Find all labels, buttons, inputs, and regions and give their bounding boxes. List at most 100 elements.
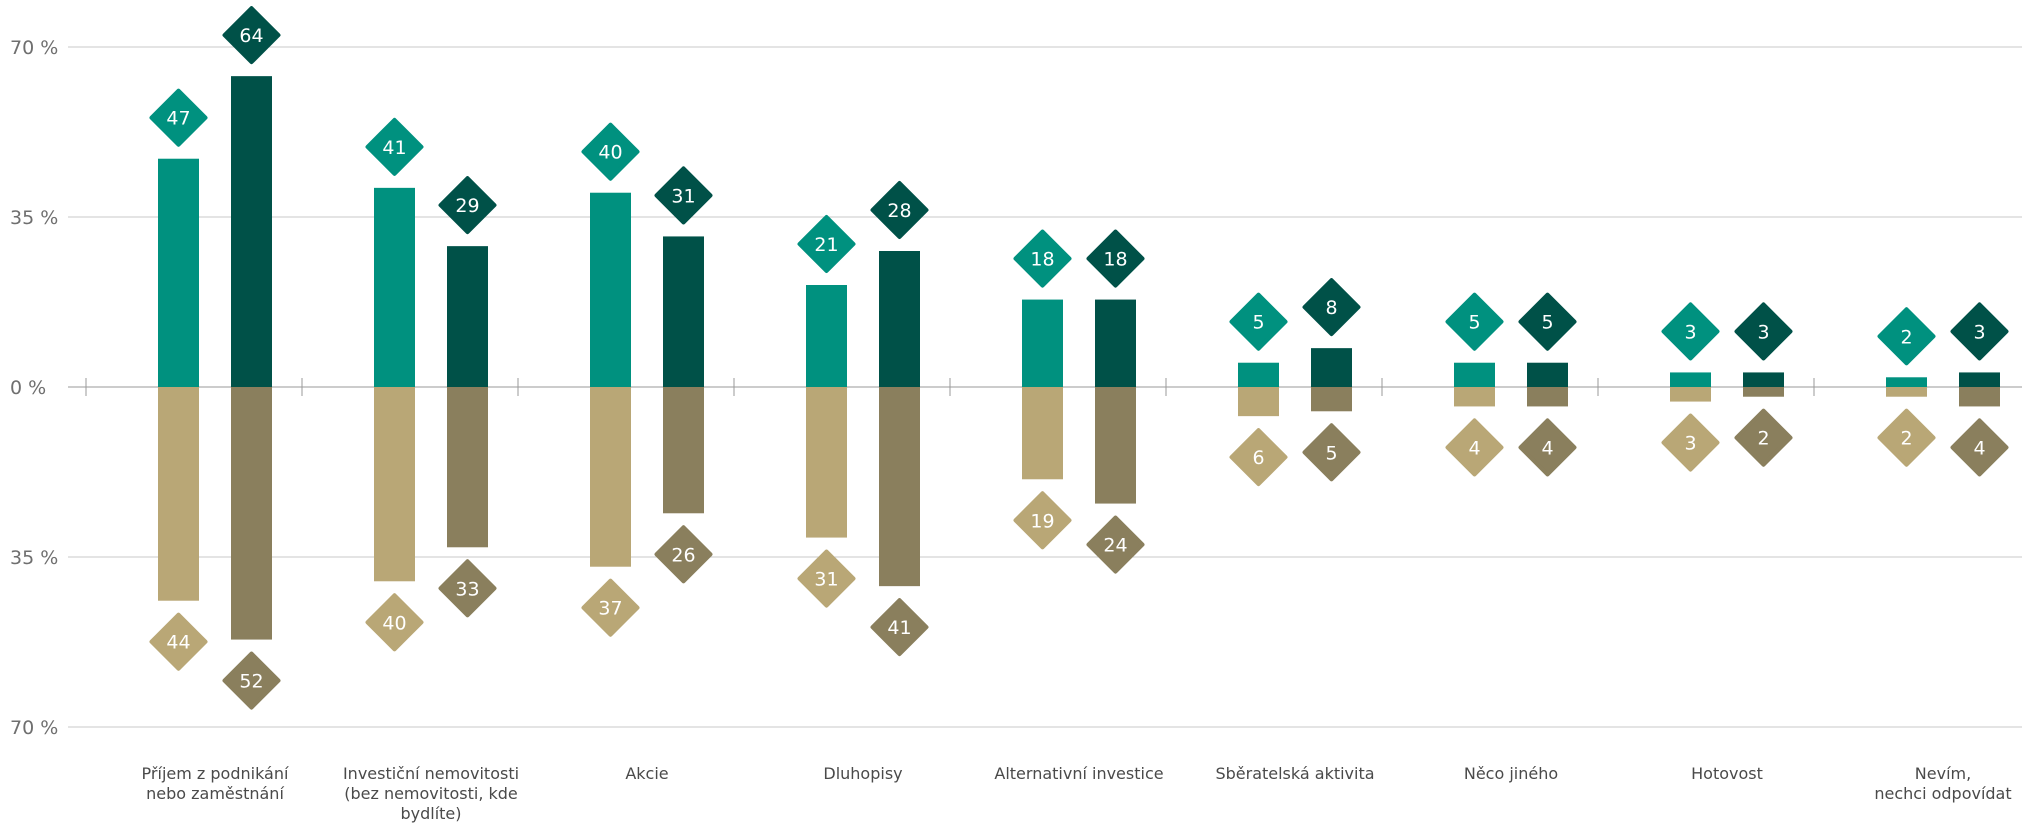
data-label: 5 — [1325, 442, 1337, 464]
data-label: 31 — [814, 569, 838, 591]
x-tick-label: Příjem z podnikání nebo zaměstnání — [142, 764, 289, 803]
data-label: 2 — [1900, 326, 1912, 348]
data-label: 52 — [239, 671, 263, 693]
y-tick-label: 70 % — [10, 37, 58, 59]
grid-layer: 70 % 35 % 0 % 35 % 70 % — [10, 37, 2022, 739]
data-label: 4 — [1541, 437, 1553, 459]
value-badge — [438, 559, 497, 618]
data-label: 40 — [382, 612, 406, 634]
value-badge — [1518, 418, 1577, 477]
x-tick-label: Dluhopisy — [823, 764, 902, 783]
bar — [447, 387, 488, 548]
bar — [1022, 387, 1063, 480]
y-tick-label: 0 % — [10, 377, 46, 399]
value-badge — [1950, 418, 2009, 477]
bar — [1454, 387, 1495, 407]
value-badge — [1229, 428, 1288, 487]
value-badge — [797, 215, 856, 273]
bar — [1959, 372, 2000, 387]
x-tick-label: Sběratelská aktivita — [1215, 764, 1374, 783]
bar — [879, 387, 920, 587]
value-badge — [1013, 491, 1072, 550]
x-tick-label: Hotovost — [1691, 764, 1763, 783]
data-label: 31 — [671, 185, 695, 207]
data-label: 19 — [1030, 510, 1054, 532]
data-label: 26 — [671, 544, 695, 566]
value-badge — [149, 612, 208, 671]
data-label: 5 — [1252, 312, 1264, 334]
data-label: 44 — [166, 632, 190, 654]
bar — [1527, 387, 1568, 407]
bar — [1095, 387, 1136, 504]
value-badge — [581, 122, 640, 181]
value-badge — [1445, 418, 1504, 477]
bar — [1095, 299, 1136, 387]
y-tick-label: 35 % — [10, 547, 58, 569]
x-tick-label: Investiční nemovitosti (bez nemovitosti, … — [343, 764, 519, 823]
data-label: 64 — [239, 25, 263, 47]
bar — [374, 387, 415, 582]
bar — [590, 387, 631, 567]
bar — [1238, 362, 1279, 387]
data-label: 21 — [814, 234, 838, 256]
data-label: 2 — [1900, 428, 1912, 450]
bar — [1311, 348, 1352, 387]
value-badge — [365, 117, 424, 176]
bar — [231, 76, 272, 388]
x-tick-label: Něco jiného — [1464, 764, 1558, 783]
bar — [158, 158, 199, 387]
value-badge — [1302, 423, 1361, 482]
value-badge — [149, 88, 208, 147]
data-label: 41 — [382, 137, 406, 159]
value-badge — [1950, 302, 2009, 361]
data-label: 3 — [1757, 321, 1769, 343]
data-label: 3 — [1684, 433, 1696, 455]
value-badge — [1877, 408, 1936, 467]
data-label: 6 — [1252, 447, 1264, 469]
data-label: 2 — [1757, 428, 1769, 450]
data-label: 41 — [887, 617, 911, 639]
value-badge — [654, 166, 713, 225]
bar — [1022, 299, 1063, 387]
data-label: 24 — [1103, 535, 1127, 557]
bar — [158, 387, 199, 601]
bar — [663, 387, 704, 514]
value-badge — [1661, 413, 1720, 472]
value-badge — [438, 176, 497, 235]
y-tick-label: 70 % — [10, 717, 58, 739]
data-label: 4 — [1973, 437, 1985, 459]
bar — [1743, 387, 1784, 397]
x-tick-label: Alternativní investice — [994, 764, 1163, 783]
value-badge — [1734, 302, 1793, 361]
bar — [1743, 372, 1784, 387]
data-label: 3 — [1973, 321, 1985, 343]
bar — [374, 187, 415, 387]
value-badge — [797, 549, 856, 608]
category-label-layer: Příjem z podnikání nebo zaměstnání Investi… — [142, 764, 2012, 823]
value-badge — [870, 181, 929, 239]
bar — [231, 387, 272, 640]
bar — [806, 387, 847, 538]
x-tick-label: Nevím, nechci odpovídat — [1874, 764, 2011, 803]
value-badge — [1734, 408, 1793, 467]
bar — [663, 236, 704, 387]
data-label: 40 — [598, 142, 622, 164]
data-label: 5 — [1468, 312, 1480, 334]
data-label: 18 — [1103, 249, 1127, 271]
bar — [1527, 362, 1568, 387]
value-badge — [1302, 278, 1361, 337]
value-badge — [1086, 229, 1145, 288]
bar — [590, 192, 631, 387]
value-badge — [1013, 229, 1072, 288]
value-badge — [1086, 515, 1145, 574]
bar — [1454, 362, 1495, 387]
bar — [806, 285, 847, 387]
value-badge — [654, 525, 713, 584]
bar-layer — [158, 76, 2000, 640]
data-label: 3 — [1684, 321, 1696, 343]
value-badge — [870, 598, 929, 657]
bar — [1670, 372, 1711, 387]
bar — [1238, 387, 1279, 417]
